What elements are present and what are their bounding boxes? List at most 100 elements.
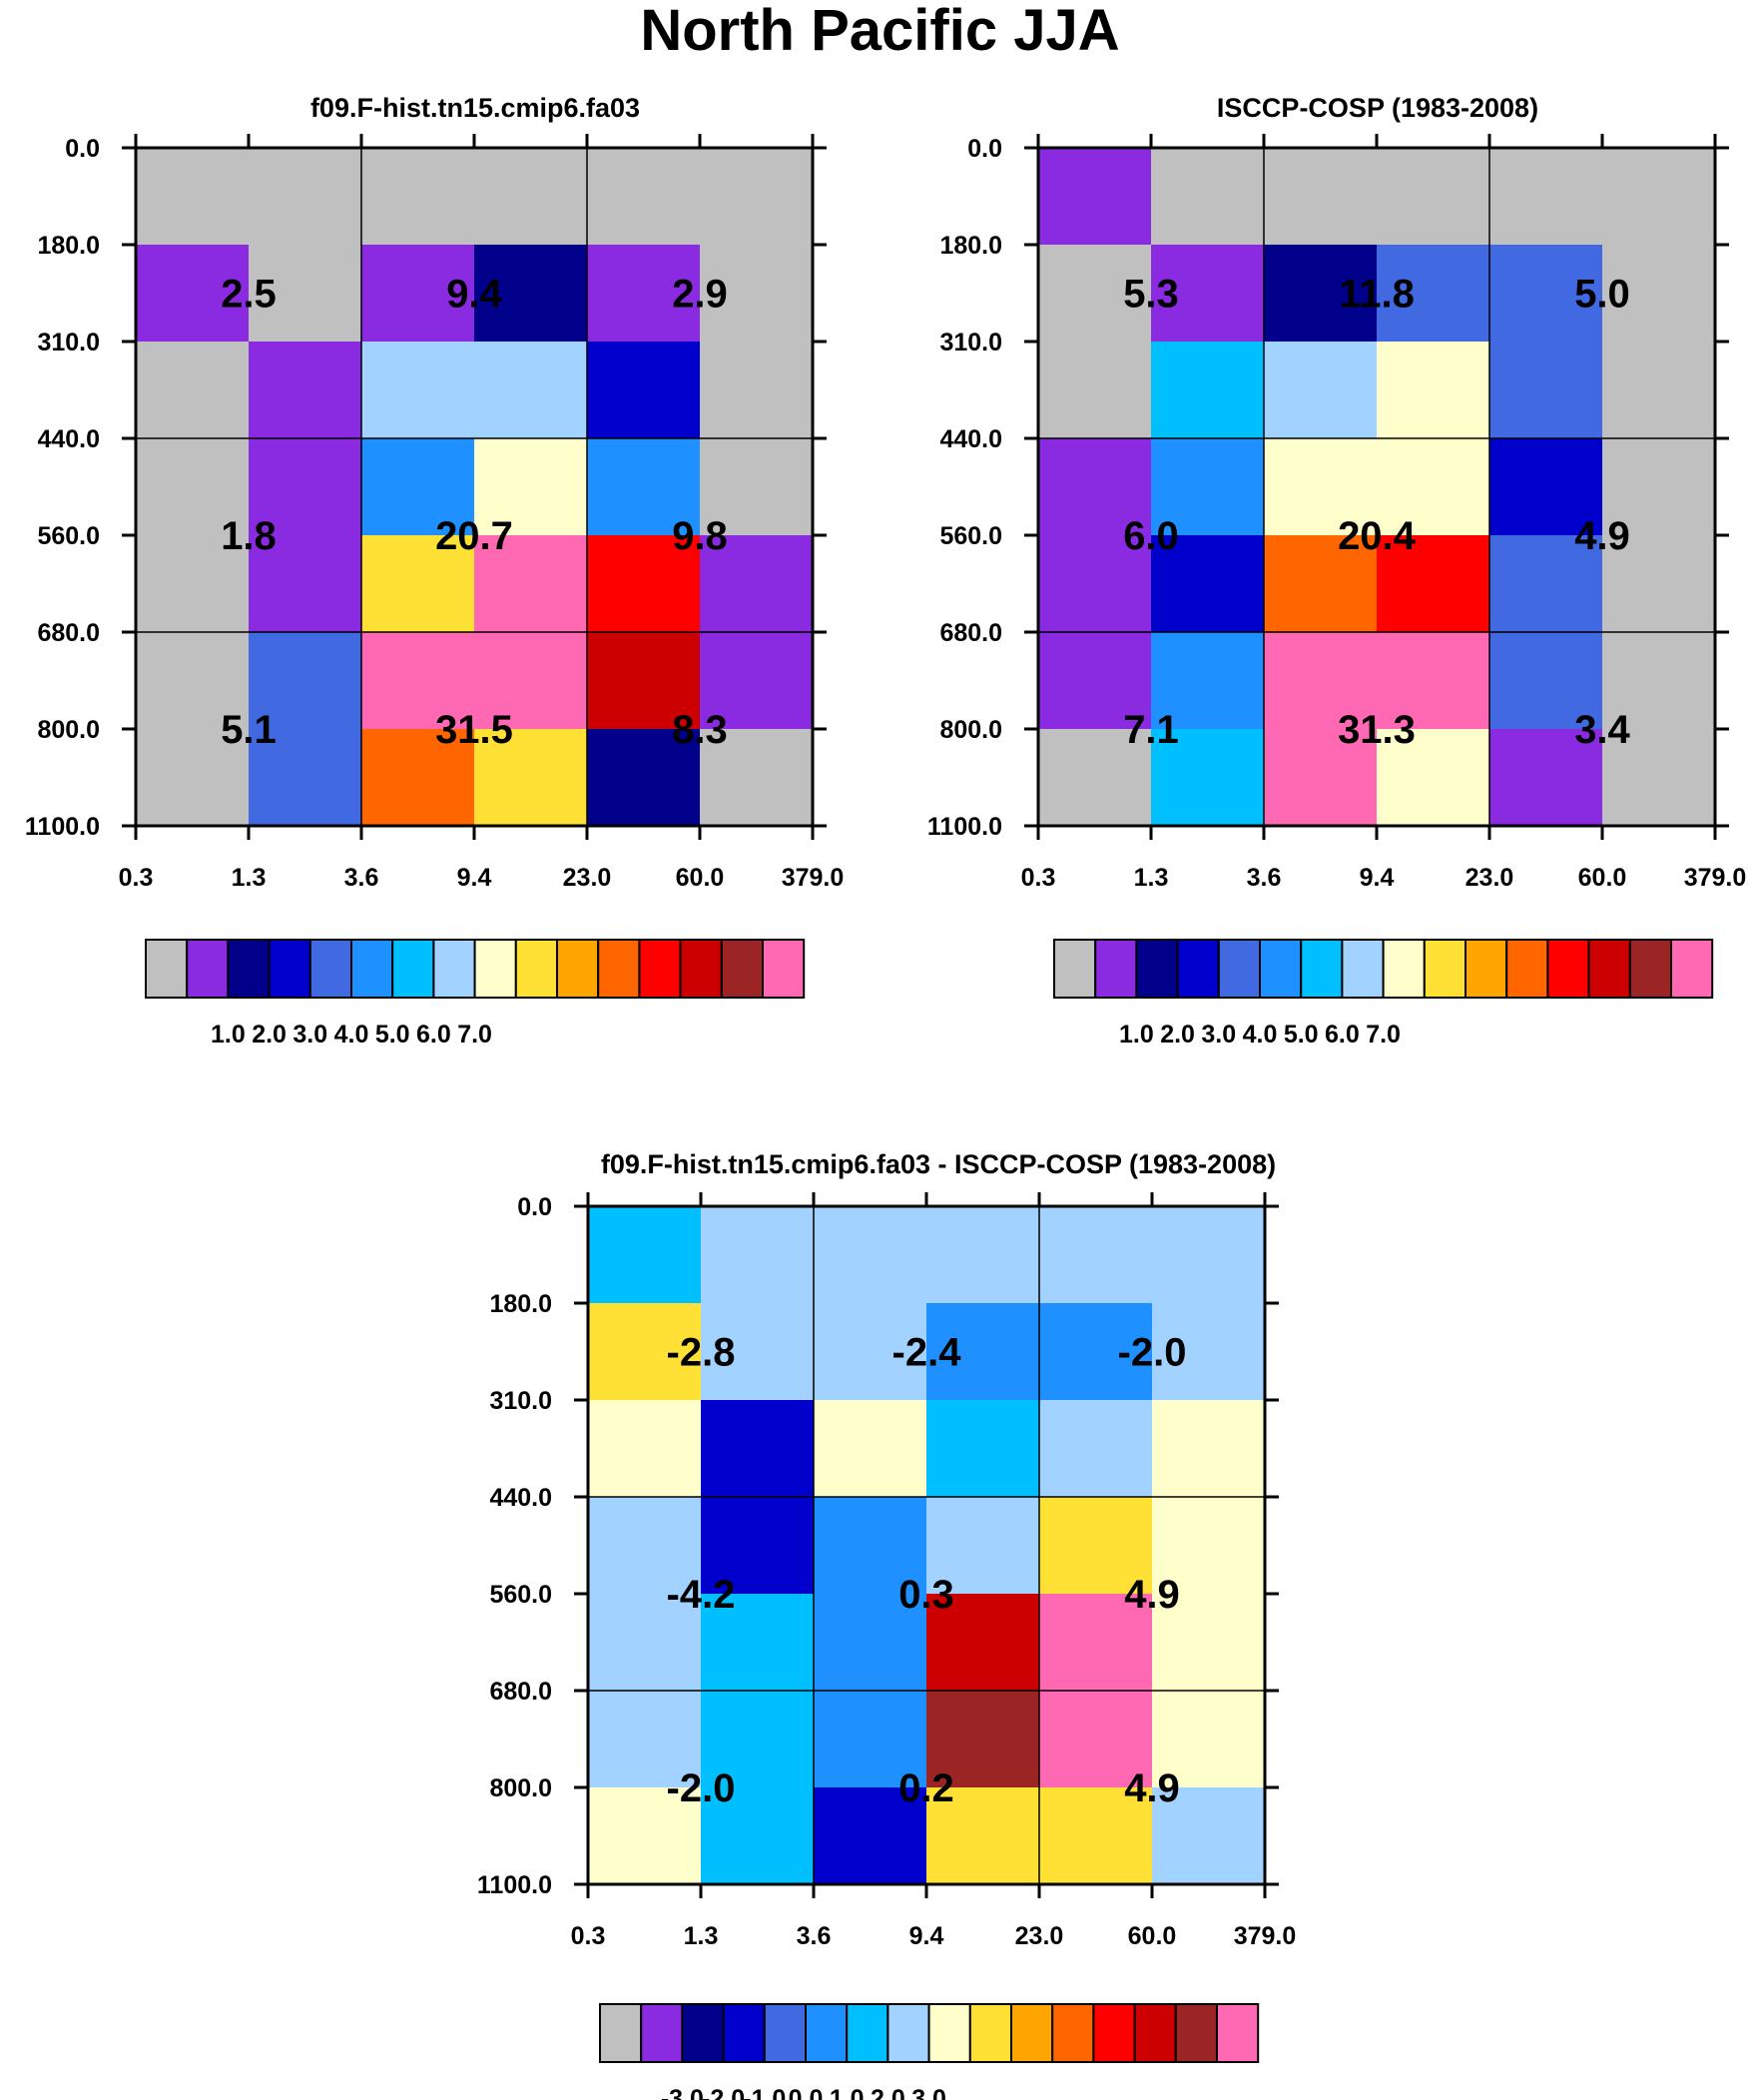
heatmap-cell: [1038, 148, 1152, 246]
colorbar-swatch: [391, 939, 435, 999]
colorbar-swatch: [638, 939, 682, 999]
x-tick-label: 0.3: [119, 864, 154, 892]
colorbar-swatch: [1135, 939, 1179, 999]
heatmap-cell: [926, 1787, 1040, 1885]
heatmap-cell: [588, 1206, 702, 1304]
colorbar-swatch: [350, 939, 394, 999]
colorbar-swatch: [1423, 939, 1467, 999]
x-tick-label: 60.0: [676, 864, 725, 892]
heatmap-cell: [474, 245, 588, 343]
heatmap-cell: [1039, 1691, 1153, 1788]
heatmap-cell: [1489, 245, 1603, 343]
heatmap-cell: [588, 1787, 702, 1885]
heatmap-cell: [926, 1691, 1040, 1788]
heatmap-cell: [814, 1497, 927, 1595]
colorbar-label: 3.0: [911, 2085, 946, 2100]
x-tick-label: 0.3: [1021, 864, 1056, 892]
heatmap-cell: [700, 632, 814, 730]
y-tick-label: 0.0: [517, 1193, 552, 1221]
colorbar-swatch: [1094, 939, 1138, 999]
x-tick-label: 0.3: [571, 1922, 606, 1950]
x-tick-label: 379.0: [1234, 1922, 1297, 1950]
y-tick-label: 1100.0: [477, 1871, 552, 1899]
colorbar-swatch: [432, 939, 476, 999]
x-tick-label: 9.4: [457, 864, 492, 892]
y-tick-label: 680.0: [37, 619, 100, 647]
x-tick-label: 9.4: [909, 1922, 944, 1950]
y-tick-label: 560.0: [489, 1581, 552, 1609]
heatmap-cell: [587, 148, 701, 246]
heatmap-cell: [474, 438, 588, 536]
heatmap-cell: [701, 1691, 815, 1788]
colorbar-swatch: [597, 939, 641, 999]
heatmap-cell: [701, 1400, 815, 1498]
colorbar-label: 3.0: [1201, 1021, 1236, 1049]
heatmap-cell: [136, 729, 250, 827]
colorbar-swatch: [308, 939, 352, 999]
colorbar-swatch: [1133, 2003, 1177, 2063]
colorbar-label: 4.0: [1243, 1021, 1278, 1049]
colorbar-swatch: [763, 2003, 807, 2063]
colorbar-swatch: [1382, 939, 1426, 999]
y-tick-label: 560.0: [37, 522, 100, 550]
colorbar-swatch: [1259, 939, 1303, 999]
heatmap-cell: [1377, 342, 1490, 439]
heatmap-cell: [1038, 632, 1152, 730]
colorbar-swatch: [1505, 939, 1549, 999]
heatmap-cell: [701, 1303, 815, 1401]
colorbar-swatch: [599, 2003, 643, 2063]
colorbar-swatch: [846, 2003, 889, 2063]
colorbar-label: 6.0: [1325, 1021, 1360, 1049]
colorbar-swatch: [1217, 939, 1262, 999]
heatmap-cell: [136, 148, 250, 246]
heatmap-cell: [136, 438, 250, 536]
heatmap-cell: [926, 1303, 1040, 1401]
heatmap-cell: [474, 535, 588, 633]
colorbar-swatch: [640, 2003, 684, 2063]
colorbar-swatch: [514, 939, 558, 999]
heatmap-cell: [1602, 535, 1716, 633]
colorbar-swatch: [1670, 939, 1714, 999]
heatmap-cell: [588, 1594, 702, 1692]
colorbar-swatch: [556, 939, 600, 999]
y-tick-label: 1100.0: [25, 813, 100, 841]
heatmap-cell: [1377, 148, 1490, 246]
cell-value-label: 0.3: [898, 1573, 954, 1617]
colorbar-label: -1.0: [743, 2085, 786, 2100]
heatmap-cell: [1151, 729, 1265, 827]
colorbar-label: 5.0: [375, 1021, 410, 1049]
heatmap-cell: [136, 245, 250, 343]
heatmap-cell: [474, 342, 588, 439]
y-tick-label: 680.0: [489, 1678, 552, 1706]
heatmap-cell: [1602, 438, 1716, 536]
heatmap-cell: [587, 729, 701, 827]
y-tick-label: 440.0: [939, 425, 1002, 453]
x-tick-label: 1.3: [1134, 864, 1169, 892]
colorbar-swatch: [762, 939, 806, 999]
heatmap-cell: [700, 342, 814, 439]
y-tick-label: 310.0: [939, 329, 1002, 356]
heatmap-cell: [1039, 1303, 1153, 1401]
panel-title-difference: f09.F-hist.tn15.cmip6.fa03 - ISCCP-COSP …: [600, 1149, 1277, 1179]
x-tick-label: 23.0: [563, 864, 612, 892]
heatmap-cell: [588, 1303, 702, 1401]
cell-value-label: -4.2: [667, 1573, 736, 1617]
heatmap-cell: [1489, 632, 1603, 730]
colorbar-swatch: [1216, 2003, 1260, 2063]
colorbar-swatch: [1465, 939, 1508, 999]
colorbar-swatch: [681, 2003, 725, 2063]
cell-value-label: -2.0: [667, 1766, 736, 1810]
heatmap-cell: [249, 438, 362, 536]
heatmap-cell: [587, 438, 701, 536]
heatmap-cell: [361, 438, 475, 536]
colorbar-swatch: [227, 939, 271, 999]
x-tick-label: 60.0: [1128, 1922, 1177, 1950]
heatmap-cell: [1602, 729, 1716, 827]
colorbar-swatch: [1300, 939, 1344, 999]
colorbar-label: 1.0: [211, 1021, 246, 1049]
colorbar-swatch: [1176, 939, 1220, 999]
heatmap-cell: [814, 1400, 927, 1498]
heatmap-cell: [587, 342, 701, 439]
heatmap-cell: [1039, 1787, 1153, 1885]
heatmap-cell: [1602, 632, 1716, 730]
